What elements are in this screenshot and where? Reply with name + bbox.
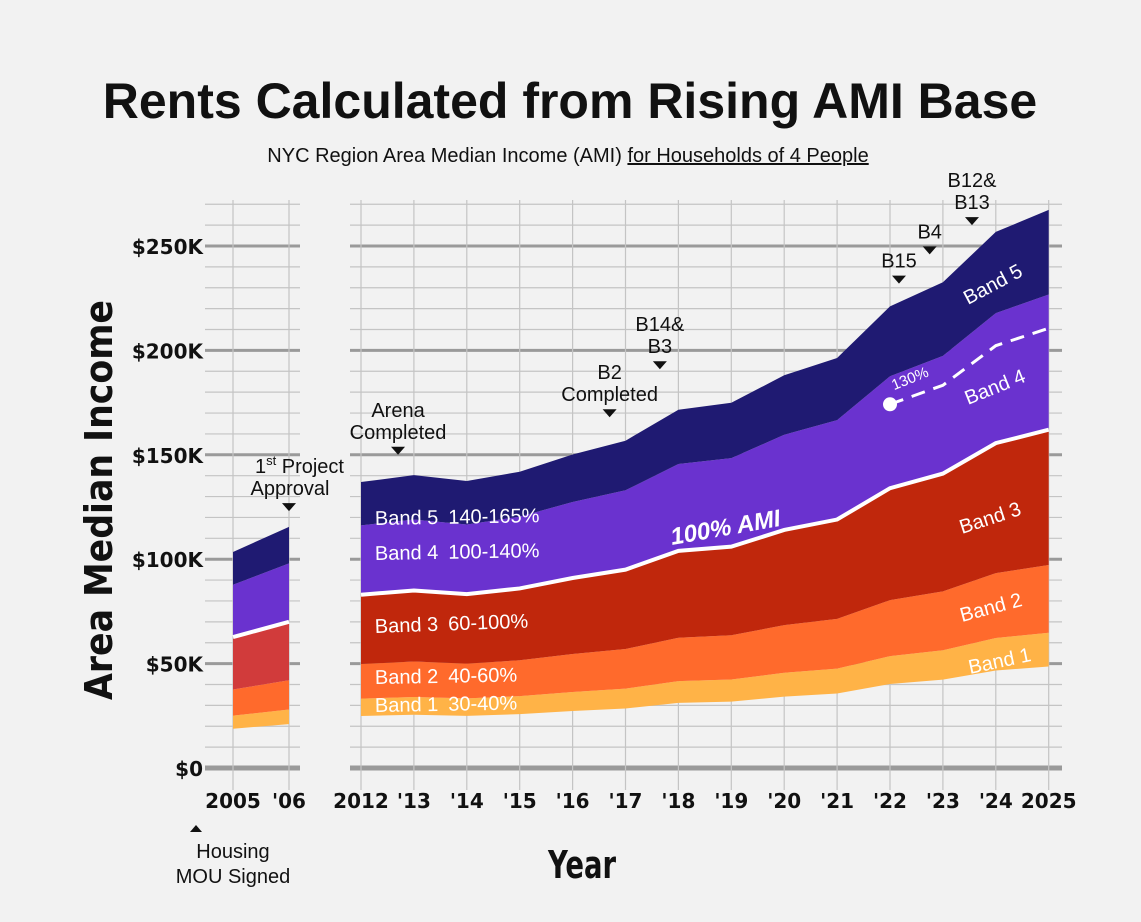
triangle-down-icon [282,503,296,512]
band-area-2 [361,565,1049,699]
annotation: B12&B13 [948,170,998,226]
annotation: Housing MOU Signed [176,825,291,888]
x-tick-label: '14 [450,789,484,813]
band-area-5 [361,209,1049,526]
band-area-2 [233,680,289,716]
x-tick-label: '24 [979,789,1013,813]
annotation-text: B14& [635,314,685,336]
annotation-text: B3 [648,336,672,358]
y-tick-label: $200K [132,339,205,363]
annotation-text: B15 [881,251,917,273]
y-tick-label: $250K [132,235,205,259]
chart-subtitle: NYC Region Area Median Income (AMI) for … [267,145,868,167]
x-tick-label: '17 [609,789,643,813]
x-tick-label: '18 [661,789,695,813]
triangle-down-icon [922,246,937,255]
x-tick-label: '23 [926,789,960,813]
band-areas [233,209,1049,729]
band-area-5 [233,526,289,585]
subtitle-underlined: for Households of 4 People [627,145,868,167]
triangle-down-icon [391,446,406,455]
band-area-1 [233,709,289,729]
x-tick-label: '22 [873,789,907,813]
y-tick-label: $150K [132,444,205,468]
annotation-text: Arena [371,400,425,422]
band-label: Band 4 100-140% [375,540,540,565]
x-tick-label: '16 [556,789,590,813]
ami-100-line [360,427,1050,597]
triangle-down-icon [964,217,979,226]
annotation-text: Approval [251,478,330,500]
annotation: B4 [917,221,942,255]
x-tick-label: '21 [820,789,854,813]
annotation: B14&B3 [635,314,685,370]
x-tick-label: 2012 [333,789,389,813]
band-area-4 [361,294,1049,595]
annotation-text: Completed [561,384,658,406]
x-tick-label: '13 [397,789,431,813]
triangle-down-icon [602,409,617,418]
chart-title: Rents Calculated from Rising AMI Base [103,73,1037,129]
annotation-text: B4 [917,221,941,243]
annotation-text: MOU Signed [176,866,291,888]
annotation-text: 1st Project [255,453,344,478]
x-axis-label: Year [547,843,616,887]
dashed-130-line [889,326,1050,406]
triangle-up-icon [190,825,202,832]
band-area-4 [233,563,289,638]
annotation-text: Housing [196,841,269,863]
triangle-down-icon [652,361,667,370]
y-axis-label: Area Median Income [77,300,121,700]
x-tick-label: 2005 [205,789,261,813]
marker-dot [883,397,897,412]
triangle-down-icon [891,275,906,284]
y-tick-label: $50K [146,653,205,677]
annotation-text: B12& [948,170,998,192]
band-label: Band 3 60-100% [374,611,528,638]
y-tick-label: $100K [132,548,205,572]
annotation-text: B2 [597,362,621,384]
x-tick-label: '15 [503,789,537,813]
band-area-3 [233,621,289,690]
x-tick-label: '20 [767,789,801,813]
band-label: Band 5 140-165% [375,505,540,530]
annotation-text: B13 [954,192,990,214]
ami-100-line [232,619,290,640]
x-tick-label: '19 [714,789,748,813]
band-label: Band 1 30-40% [375,693,518,717]
annotation-text: Completed [350,422,447,444]
y-tick-label: $0 [175,757,203,781]
band-area-1 [361,632,1049,717]
band-label: Band 2 40-60% [375,665,518,689]
band-area-3 [361,429,1049,665]
annotation: B15 [881,251,917,284]
x-tick-label: 2025 [1021,789,1077,813]
x-tick-label: '06 [272,789,306,813]
